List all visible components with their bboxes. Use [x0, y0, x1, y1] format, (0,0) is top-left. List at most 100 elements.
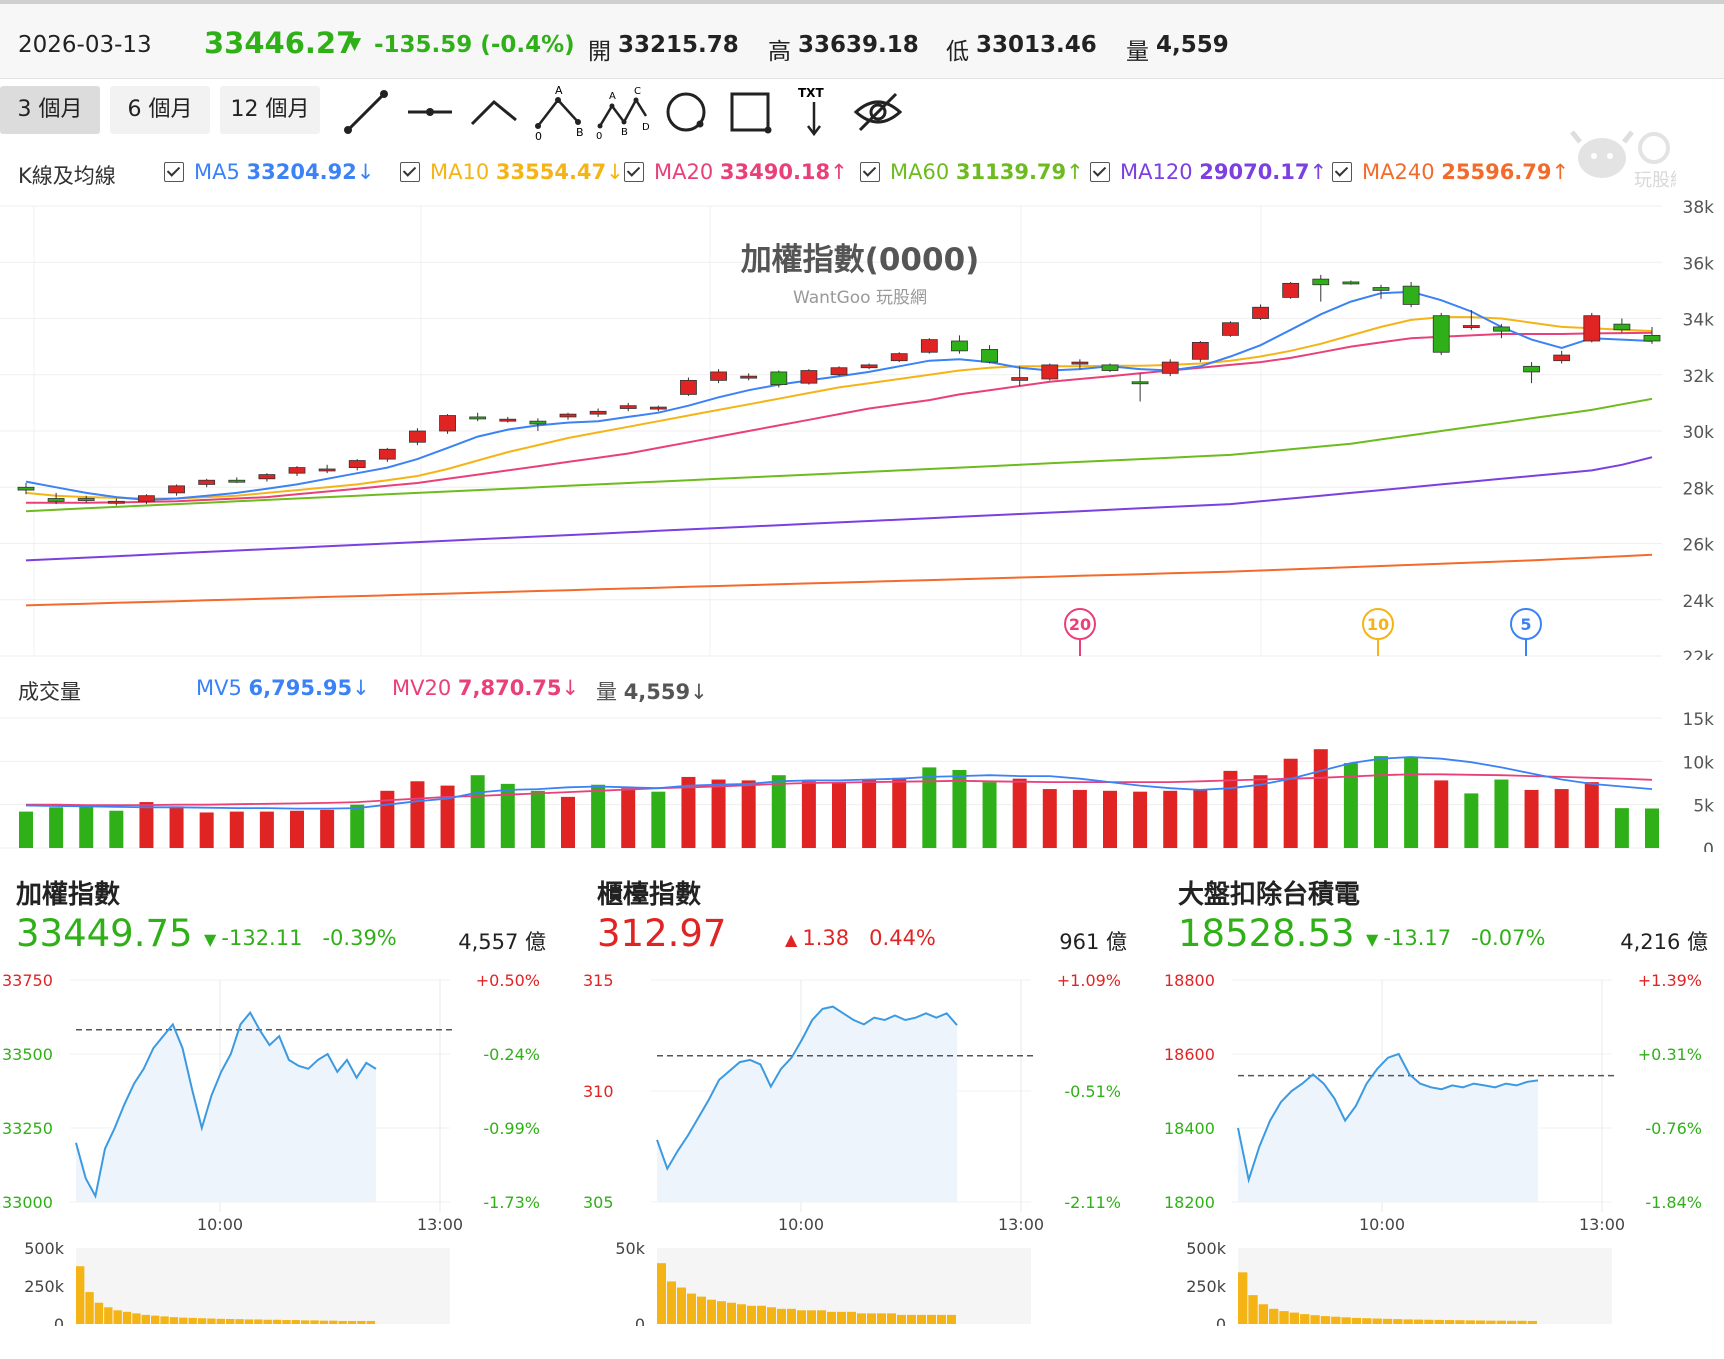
ma-value: 29070.17 [1199, 160, 1310, 184]
range-12m-button[interactable]: 12 個月 [220, 86, 320, 134]
y-tick-label: 32k [1683, 367, 1715, 387]
candle-up [1191, 342, 1209, 360]
intraday-volume-bar [787, 1308, 796, 1324]
intraday-volume-bar [657, 1263, 666, 1324]
candle-up [860, 364, 878, 369]
candle-up [559, 413, 577, 418]
volume-bar-down [922, 767, 937, 848]
kline-chart[interactable]: 22k 24k 26k 28k 30k 32k 34k 36k 38k 加權指數(0000) Wan… [0, 200, 1724, 660]
intraday-volume-bar [1455, 1320, 1465, 1324]
candle-up [1041, 364, 1059, 380]
ma-value: 31139.79 [955, 160, 1067, 184]
ma-legend-ma120[interactable]: MA120 29070.17↑ [1090, 160, 1327, 184]
intraday-chart[interactable]: 18800 +1.39% 18600 +0.31% 18400 -0.76% 18200 -1… [1162, 966, 1708, 1326]
intraday-volume-bar [197, 1318, 207, 1324]
candle-down [1131, 381, 1149, 385]
intraday-chart[interactable]: 315 +1.09% 310 -0.51% 305 -2.11% 10:00 13:00 50k… [581, 966, 1127, 1326]
ma-name: MA60 [890, 160, 956, 184]
ma-legend-ma20[interactable]: MA20 33490.18↑ [624, 160, 848, 184]
intraday-volume-bar [1403, 1319, 1413, 1324]
candle-up [378, 448, 396, 460]
ma-checkbox[interactable] [1332, 162, 1352, 182]
candle-up [589, 410, 607, 415]
ma-checkbox[interactable] [860, 162, 880, 182]
range-3m-button[interactable]: 3 個月 [0, 86, 100, 134]
volume-bar-down [1464, 793, 1479, 848]
intraday-volume-bar [76, 1266, 85, 1324]
range-6m-button[interactable]: 6 個月 [110, 86, 210, 134]
volume-bar-up [320, 809, 335, 848]
y-tick-label: 30k [1683, 423, 1715, 443]
chart-subtitle: WantGoo 玩股網 [793, 288, 927, 308]
intraday-volume-bar [827, 1311, 836, 1324]
hide-drawings-icon[interactable] [850, 84, 906, 140]
abc-pattern-tool-icon[interactable]: 0 A B [530, 84, 586, 140]
text-tool-icon[interactable]: TXT [786, 84, 842, 140]
intraday-volume-bar [747, 1305, 756, 1324]
intraday-volume-y-tick: 250k [1186, 1277, 1227, 1296]
volume-bar-up [1223, 770, 1238, 848]
down-triangle-icon: ▼ [348, 34, 362, 54]
intraday-pct-tick: -0.76% [1645, 1119, 1702, 1138]
price-change: -135.59 (-0.4%) [374, 32, 575, 58]
ma-checkbox[interactable] [624, 162, 644, 182]
ma-legend-ma240[interactable]: MA240 25596.79↑ [1332, 160, 1569, 184]
top-border [0, 0, 1724, 4]
candle-up [348, 460, 366, 468]
candle-up [138, 495, 155, 502]
circle-tool-icon[interactable] [658, 84, 714, 140]
volume-chart[interactable]: 0 5k 10k 15k [0, 712, 1724, 852]
intraday-volume-bar [160, 1316, 169, 1324]
volume-bar-up [1042, 789, 1057, 848]
volume-bar-down [1404, 757, 1419, 848]
intraday-volume-bar [291, 1320, 300, 1324]
intraday-volume-bar [817, 1310, 826, 1324]
intraday-chart[interactable]: 33750 +0.50% 33500 -0.24% 33250 -0.99% 33000 -1… [0, 966, 546, 1326]
intraday-y-tick: 18200 [1164, 1193, 1215, 1212]
horizontal-line-tool-icon[interactable] [402, 84, 458, 140]
abcd-pattern-tool-icon[interactable]: 0 A B C D [594, 84, 650, 140]
candle-up [1222, 322, 1239, 336]
intraday-volume-bar [85, 1292, 94, 1324]
volume-bar-up [832, 782, 846, 848]
candle-down [77, 498, 95, 501]
candle-down [17, 486, 35, 491]
ma-legend-ma10[interactable]: MA10 33554.47↓ [400, 160, 624, 184]
line-tool-icon[interactable] [338, 84, 394, 140]
intraday-pct-tick: -0.99% [483, 1119, 540, 1138]
intraday-volume-bar [1486, 1320, 1496, 1324]
intraday-volume-bar [1331, 1316, 1341, 1324]
intraday-x-tick: 10:00 [197, 1215, 243, 1234]
volume-bar-up [1434, 780, 1449, 848]
intraday-volume-bar [697, 1296, 706, 1324]
volume-bar-up [410, 781, 425, 848]
mv-legend-item: MV20 7,870.75↓ [392, 676, 579, 700]
ma-checkbox[interactable] [400, 162, 420, 182]
intraday-y-tick: 33250 [2, 1119, 53, 1138]
ma-marker-circle [1362, 608, 1394, 640]
mv-trend-arrow-icon: ↓ [352, 676, 370, 700]
ma-checkbox[interactable] [1090, 162, 1110, 182]
intraday-volume-bar [1238, 1272, 1248, 1324]
intraday-volume-bar [707, 1299, 716, 1324]
intraday-volume-bar [1362, 1318, 1372, 1324]
intraday-volume-bar [767, 1307, 776, 1324]
candle-up [439, 415, 456, 432]
volume-value: 4,559 [1156, 32, 1229, 58]
rectangle-tool-icon[interactable] [722, 84, 778, 140]
intraday-volume-bar [947, 1314, 956, 1324]
intraday-y-tick: 33750 [2, 971, 53, 990]
intraday-pct-tick: +0.31% [1638, 1045, 1702, 1064]
ma-legend-ma5[interactable]: MA5 33204.92↓ [164, 160, 374, 184]
candle-up [710, 371, 727, 381]
candle-down [1493, 326, 1510, 332]
intraday-x-tick: 10:00 [1359, 1215, 1405, 1234]
intraday-x-tick: 10:00 [778, 1215, 824, 1234]
candle-up [1071, 361, 1089, 365]
candle-up [1583, 315, 1601, 342]
polyline-tool-icon[interactable] [466, 84, 522, 140]
high-label: 高 [768, 39, 791, 65]
y-tick-label: 38k [1683, 200, 1715, 218]
ma-checkbox[interactable] [164, 162, 184, 182]
ma-legend-ma60[interactable]: MA60 31139.79↑ [860, 160, 1084, 184]
